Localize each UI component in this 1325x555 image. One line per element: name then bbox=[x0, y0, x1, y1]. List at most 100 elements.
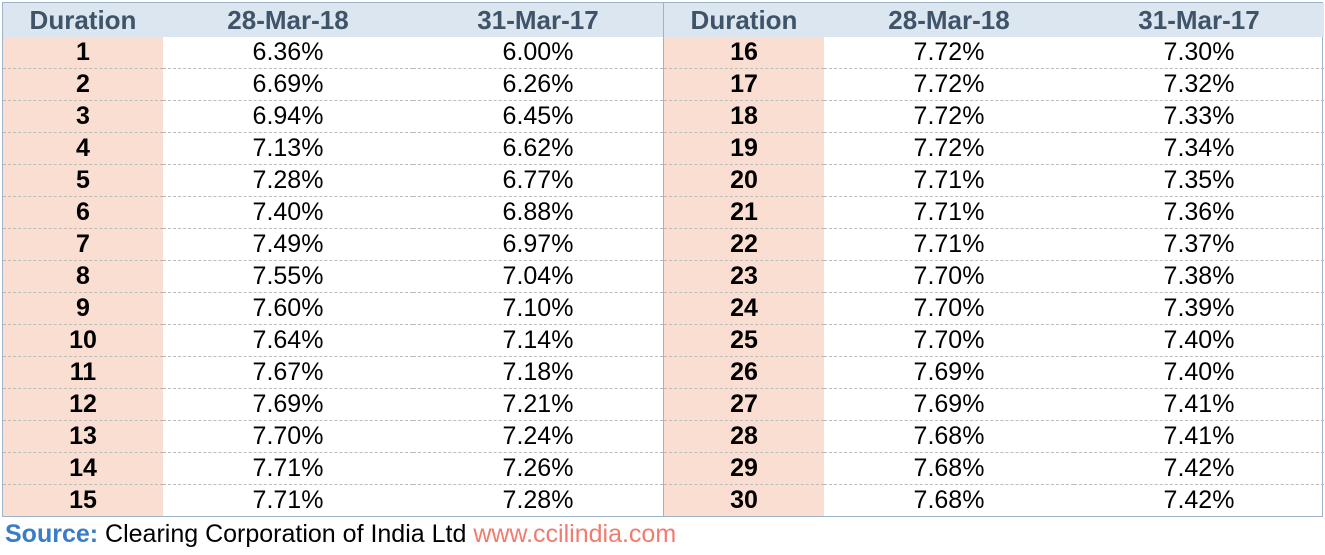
yield-2017-cell: 7.40% bbox=[1074, 356, 1324, 389]
header-duration: Duration bbox=[3, 3, 163, 37]
table-row: 26 7.69% 7.40% bbox=[664, 356, 1324, 389]
yield-2017-cell: 6.62% bbox=[413, 132, 663, 165]
yield-2018-cell: 7.28% bbox=[163, 164, 413, 197]
yield-2017-cell: 7.28% bbox=[502, 486, 574, 514]
duration-cell: 28 bbox=[664, 420, 824, 453]
yield-2017-cell: 7.14% bbox=[413, 324, 663, 357]
source-label: Source: bbox=[5, 520, 99, 548]
yield-2018-cell: 6.94% bbox=[163, 100, 413, 133]
yield-2017-cell: 7.36% bbox=[1074, 196, 1324, 229]
yield-tables: Duration 28-Mar-18 31-Mar-17 1 6.36% 6.00%… bbox=[2, 2, 1324, 517]
yield-2018-cell: 7.72% bbox=[824, 132, 1074, 165]
table-row: 20 7.71% 7.35% bbox=[664, 164, 1324, 197]
table-row: 24 7.70% 7.39% bbox=[664, 292, 1324, 325]
yield-2017-cell: 7.35% bbox=[1074, 164, 1324, 197]
table-row: 5 7.28% 6.77% bbox=[3, 164, 663, 197]
header-date-2: 31-Mar-17 bbox=[1074, 3, 1324, 37]
table-row: 11 7.67% 7.18% bbox=[3, 356, 663, 389]
left-header-row: Duration 28-Mar-18 31-Mar-17 bbox=[3, 3, 663, 37]
yield-2017-cell: 7.24% bbox=[413, 420, 663, 453]
table-row: 12 7.69% 7.21% bbox=[3, 388, 663, 421]
yield-2017-cell: 7.42% bbox=[1074, 452, 1324, 485]
duration-cell: 12 bbox=[3, 388, 163, 421]
yield-2018-cell: 7.68% bbox=[824, 452, 1074, 485]
duration-cell: 1 bbox=[3, 37, 163, 69]
yield-2017-cell: 7.38% bbox=[1074, 260, 1324, 293]
duration-cell: 6 bbox=[3, 196, 163, 229]
table-row: 25 7.70% 7.40% bbox=[664, 324, 1324, 357]
yield-2017-cell: 7.34% bbox=[1074, 132, 1324, 165]
table-row: 13 7.70% 7.24% bbox=[3, 420, 663, 453]
yield-2017-cell: 7.04% bbox=[413, 260, 663, 293]
duration-cell: 19 bbox=[664, 132, 824, 165]
yield-2017-cell: 7.39% bbox=[1074, 292, 1324, 325]
duration-cell: 9 bbox=[3, 292, 163, 325]
yield-2018-cell: 7.70% bbox=[824, 292, 1074, 325]
yield-2018-cell: 7.70% bbox=[163, 420, 413, 453]
table-row: 23 7.70% 7.38% bbox=[664, 260, 1324, 293]
table-row: 29 7.68% 7.42% bbox=[664, 452, 1324, 485]
yield-2017-cell: 7.40% bbox=[1074, 324, 1324, 357]
yield-2018-cell: 7.64% bbox=[163, 324, 413, 357]
yield-2017-cell: 7.21% bbox=[413, 388, 663, 421]
yield-2018-cell: 7.70% bbox=[824, 324, 1074, 357]
yield-2018-cell: 7.55% bbox=[163, 260, 413, 293]
duration-cell: 26 bbox=[664, 356, 824, 389]
duration-cell: 21 bbox=[664, 196, 824, 229]
duration-cell: 27 bbox=[664, 388, 824, 421]
table-row: 19 7.72% 7.34% bbox=[664, 132, 1324, 165]
yield-2018-cell: 7.60% bbox=[163, 292, 413, 325]
yield-2017-cell: 7.30% bbox=[1074, 37, 1324, 69]
duration-cell: 30 bbox=[664, 484, 824, 516]
table-row: 17 7.72% 7.32% bbox=[664, 68, 1324, 101]
yield-2017-cell: 7.41% bbox=[1074, 420, 1324, 453]
duration-cell: 8 bbox=[3, 260, 163, 293]
duration-cell: 7 bbox=[3, 228, 163, 261]
source-line: Source: Clearing Corporation of India Lt… bbox=[5, 520, 676, 549]
right-header-row: Duration 28-Mar-18 31-Mar-17 bbox=[664, 3, 1324, 37]
right-table: Duration 28-Mar-18 31-Mar-17 16 7.72% 7.30… bbox=[664, 3, 1324, 516]
yield-2018-cell: 7.71% bbox=[252, 486, 324, 514]
table-row: 30 7.68% 7.42% bbox=[664, 484, 1324, 516]
duration-cell: 13 bbox=[3, 420, 163, 453]
table-row: 16 7.72% 7.30% bbox=[664, 37, 1324, 69]
yield-2017-cell: 7.26% bbox=[413, 452, 663, 485]
duration-cell: 4 bbox=[3, 132, 163, 165]
yield-2018-cell: 7.13% bbox=[163, 132, 413, 165]
duration-cell: 22 bbox=[664, 228, 824, 261]
yield-2017-cell: 7.37% bbox=[1074, 228, 1324, 261]
yield-2018-cell: 6.36% bbox=[163, 37, 413, 69]
duration-cell: 18 bbox=[664, 100, 824, 133]
yield-2018-cell: 7.71% bbox=[163, 452, 413, 485]
yield-2017-cell: 6.97% bbox=[413, 228, 663, 261]
table-row: 14 7.71% 7.26% bbox=[3, 452, 663, 485]
yield-2017-cell: 6.88% bbox=[413, 196, 663, 229]
right-table-section: Duration 28-Mar-18 31-Mar-17 16 7.72% 7.30… bbox=[663, 3, 1324, 516]
duration-cell: 25 bbox=[664, 324, 824, 357]
duration-cell: 16 bbox=[664, 37, 824, 69]
left-table: Duration 28-Mar-18 31-Mar-17 1 6.36% 6.00%… bbox=[3, 3, 663, 516]
right-table-body: 16 7.72% 7.30% 17 7.72% 7.32% 18 7.72% 7.33% 19 7.… bbox=[664, 37, 1324, 516]
yield-2018-cell: 7.68% bbox=[824, 420, 1074, 453]
table-row: 15 7.71% 7.28% bbox=[3, 484, 663, 516]
yield-2018-cell: 7.72% bbox=[824, 37, 1074, 69]
yield-2017-cell: 7.42% bbox=[1163, 486, 1235, 514]
yield-2017-cell: 7.10% bbox=[413, 292, 663, 325]
table-row: 22 7.71% 7.37% bbox=[664, 228, 1324, 261]
header-duration: Duration bbox=[664, 3, 824, 37]
table-row: 2 6.69% 6.26% bbox=[3, 68, 663, 101]
yield-2017-cell: 6.00% bbox=[413, 37, 663, 69]
header-date-1: 28-Mar-18 bbox=[163, 3, 413, 37]
yield-table-container: Duration 28-Mar-18 31-Mar-17 1 6.36% 6.00%… bbox=[2, 2, 1324, 517]
duration-cell: 20 bbox=[664, 164, 824, 197]
header-date-1: 28-Mar-18 bbox=[824, 3, 1074, 37]
left-table-body: 1 6.36% 6.00% 2 6.69% 6.26% 3 6.94% 6.45% 4 7.13% 6… bbox=[3, 37, 663, 516]
yield-2017-cell: 6.26% bbox=[413, 68, 663, 101]
table-row: 7 7.49% 6.97% bbox=[3, 228, 663, 261]
yield-2017-cell: 7.41% bbox=[1074, 388, 1324, 421]
duration-cell: 2 bbox=[3, 68, 163, 101]
yield-2018-cell: 7.69% bbox=[163, 388, 413, 421]
header-date-2: 31-Mar-17 bbox=[413, 3, 663, 37]
duration-cell: 14 bbox=[3, 452, 163, 485]
yield-2018-cell: 7.40% bbox=[163, 196, 413, 229]
